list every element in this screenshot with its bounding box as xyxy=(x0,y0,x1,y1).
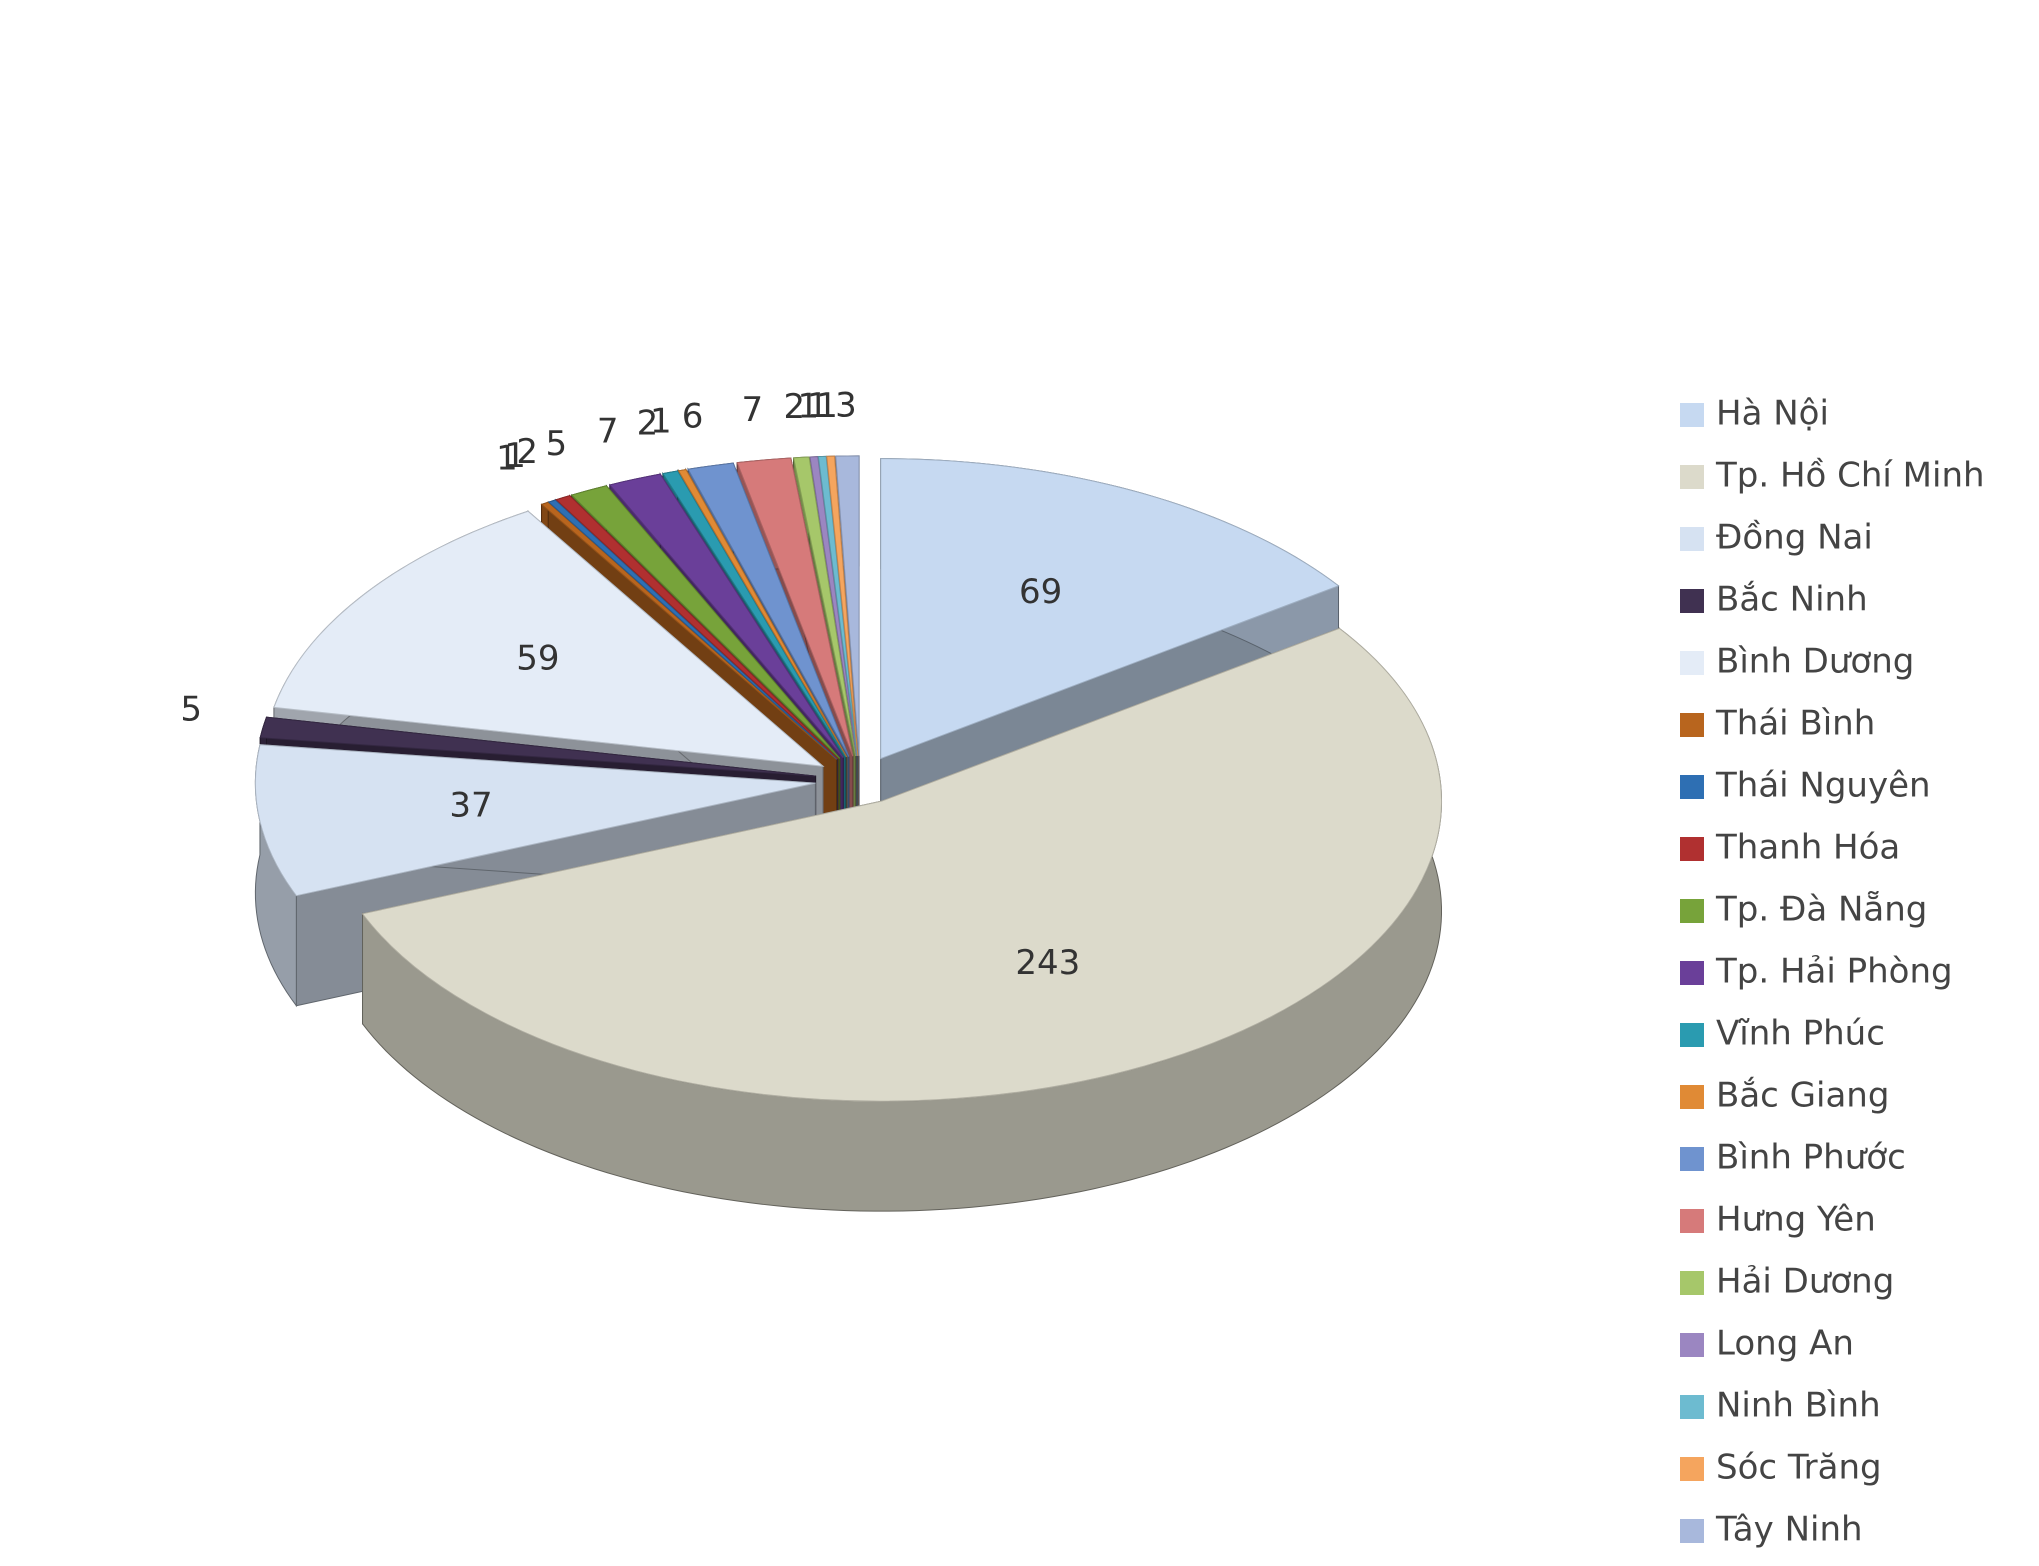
legend-label: Ninh Bình xyxy=(1716,1386,1881,1426)
legend-label: Bình Dương xyxy=(1716,642,1914,682)
data-label: 1 xyxy=(798,386,820,426)
slice xyxy=(736,457,854,757)
legend-swatch xyxy=(1680,837,1704,861)
slice xyxy=(254,744,816,897)
slice xyxy=(259,716,816,777)
pie-tops xyxy=(254,455,1442,1102)
legend-swatch xyxy=(1680,713,1704,737)
data-label: 7 xyxy=(597,411,619,451)
legend-label: Bắc Ninh xyxy=(1716,580,1868,620)
data-label: 2 xyxy=(516,432,538,472)
slice xyxy=(570,485,841,759)
slice xyxy=(361,627,1442,1102)
slice xyxy=(880,458,1340,760)
slice xyxy=(608,473,844,758)
legend-swatch xyxy=(1680,1209,1704,1233)
legend-swatch xyxy=(1680,1271,1704,1295)
data-label: 2 xyxy=(783,387,805,427)
legend-swatch xyxy=(1680,1395,1704,1419)
legend-label: Tp. Đà Nẵng xyxy=(1715,890,1927,930)
legend-label: Bắc Giang xyxy=(1716,1076,1889,1116)
legend-label: Tp. Hồ Chí Minh xyxy=(1715,456,1985,496)
data-label: 7 xyxy=(742,390,764,430)
slice xyxy=(273,510,825,767)
data-label: 1 xyxy=(504,436,526,476)
data-label: 5 xyxy=(545,424,567,464)
legend-label: Tp. Hải Phòng xyxy=(1715,952,1953,992)
legend-swatch xyxy=(1680,1023,1704,1047)
data-label: 5 xyxy=(180,690,202,730)
legend-swatch xyxy=(1680,403,1704,427)
slice xyxy=(817,455,858,757)
legend-label: Bình Phước xyxy=(1716,1138,1906,1178)
legend-swatch xyxy=(1680,961,1704,985)
legend-label: Vĩnh Phúc xyxy=(1716,1014,1885,1054)
data-label: 6 xyxy=(682,397,704,437)
slice xyxy=(662,470,847,758)
slice xyxy=(809,456,858,757)
legend-label: Thái Bình xyxy=(1715,704,1875,744)
data-label: 1 xyxy=(807,386,829,426)
legend-label: Tây Ninh xyxy=(1715,1510,1863,1550)
legend-label: Đồng Nai xyxy=(1716,518,1873,558)
slice xyxy=(555,495,839,760)
data-label: 37 xyxy=(449,785,492,825)
legend-swatch xyxy=(1680,775,1704,799)
legend-swatch xyxy=(1680,1457,1704,1481)
data-label: 1 xyxy=(650,401,672,441)
legend-label: Thanh Hóa xyxy=(1715,828,1900,868)
legend-swatch xyxy=(1680,651,1704,675)
legend-label: Hải Dương xyxy=(1716,1262,1894,1302)
legend-swatch xyxy=(1680,589,1704,613)
data-label: 59 xyxy=(516,639,559,679)
legend-label: Sóc Trăng xyxy=(1716,1448,1882,1488)
legend-swatch xyxy=(1680,899,1704,923)
legend-swatch xyxy=(1680,1333,1704,1357)
legend-swatch xyxy=(1680,527,1704,551)
data-label: 3 xyxy=(835,385,857,425)
data-label: 69 xyxy=(1019,572,1062,612)
data-label: 2 xyxy=(637,404,659,444)
legend-swatch xyxy=(1680,1085,1704,1109)
legend-swatch xyxy=(1680,465,1704,489)
slice xyxy=(687,462,850,757)
data-label: 1 xyxy=(816,386,838,426)
legend-label: Long An xyxy=(1716,1324,1854,1364)
slice xyxy=(677,469,848,758)
legend-swatch xyxy=(1680,1519,1704,1543)
slice xyxy=(547,499,838,760)
legend-label: Hà Nội xyxy=(1716,394,1829,434)
legend-swatch xyxy=(1680,1147,1704,1171)
slice xyxy=(835,455,860,756)
slice xyxy=(793,456,857,757)
legend-label: Hưng Yên xyxy=(1716,1200,1876,1240)
data-label: 1 xyxy=(496,439,518,479)
legend-label: Thái Nguyên xyxy=(1715,766,1931,806)
slice xyxy=(826,455,859,756)
data-label: 243 xyxy=(1015,943,1080,983)
